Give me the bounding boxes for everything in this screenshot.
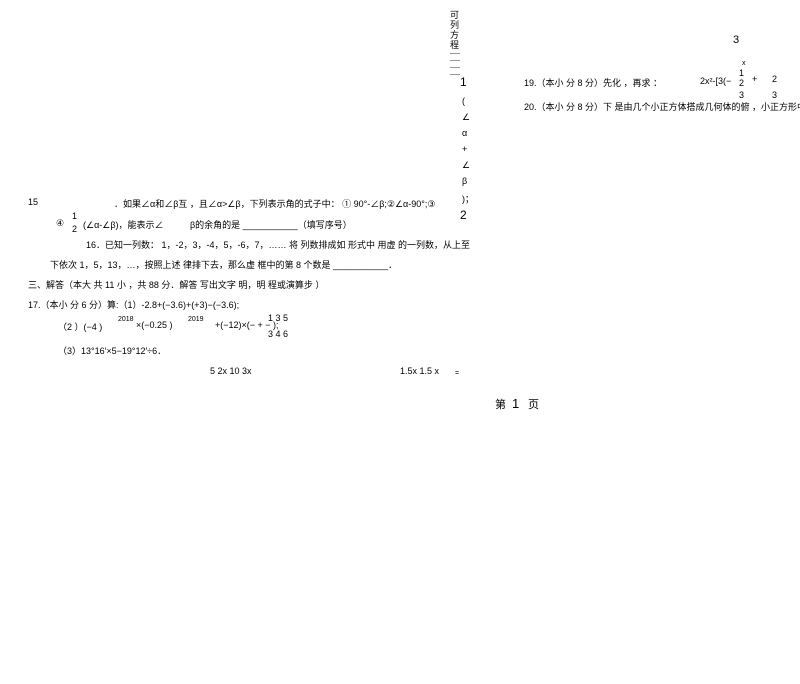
vert-ang: ∠ bbox=[462, 112, 470, 123]
q20-text: 20.（本小 分 8 分）下 是由几个小正方体搭成几何体的俯 ，小正方形中的数字 bbox=[524, 100, 800, 113]
q15-number: 15 bbox=[28, 197, 38, 207]
q19-frac-top: 1 bbox=[739, 68, 744, 78]
q15-after-frac: (∠α-∠β)，能表示∠ bbox=[83, 218, 164, 231]
vert-d1: ___ bbox=[450, 48, 460, 54]
q19-frac-mid: 2 bbox=[739, 78, 744, 88]
vert-plus: + bbox=[462, 144, 467, 154]
q19-expr: 2x²-[3(− bbox=[700, 76, 731, 86]
q16-line1: 16．已知一列数： 1，-2，3，-4，5，-6，7，…… 将 列数排成如 形式… bbox=[86, 238, 470, 251]
q15-beta-text: β的余角的是 ___________（填写序号） bbox=[190, 218, 352, 231]
vert-big2: 2 bbox=[460, 208, 467, 222]
bottom-eq: = bbox=[455, 370, 459, 377]
vert-d3: ___ bbox=[450, 62, 460, 68]
q17-header: 17.（本小 分 6 分）算:（1）-2.8+(−3.6)+(+3)−(−3.6… bbox=[28, 298, 239, 311]
q19-bot1: 3 bbox=[739, 90, 744, 100]
q17-frac-dens: 3 4 6 bbox=[268, 329, 288, 339]
q17-exp1: 2018 bbox=[118, 316, 134, 323]
page-label: 第 bbox=[495, 396, 506, 412]
q17-part3: （3）13°16′×5−19°12′÷6． bbox=[58, 344, 166, 357]
vert-big1: 1 bbox=[460, 75, 467, 89]
q17-part2-left: （2 ）(−4 ) bbox=[58, 320, 102, 333]
page-num: 1 bbox=[512, 396, 519, 411]
q19-text: 19.（本小 分 8 分）先化 ，再求 ： bbox=[524, 76, 662, 89]
q17-mid: ×(−0.25 ) bbox=[136, 320, 173, 330]
q15-circle4: ④ bbox=[56, 218, 64, 229]
q15-main: ．如果∠α和∠β互 ，且∠α>∠β，下列表示角的式子中： ① 90°-∠β;②∠… bbox=[114, 197, 435, 210]
vert-d2: ___ bbox=[450, 55, 460, 61]
q19-right: 2 bbox=[772, 74, 777, 84]
bottom-left: 5 2x 10 3x bbox=[210, 366, 252, 376]
q19-plus: + bbox=[752, 74, 757, 84]
q19-frac-top2: x bbox=[742, 60, 746, 67]
vert-paren-close: )； bbox=[462, 192, 474, 205]
page-suffix: 页 bbox=[528, 396, 539, 412]
right-three-top: 3 bbox=[733, 34, 739, 46]
q17-frac-nums: 1 3 5 bbox=[268, 313, 288, 323]
q15-frac-bot: 2 bbox=[72, 224, 77, 234]
vert-alpha: α bbox=[462, 128, 467, 138]
q17-exp2: 2019 bbox=[188, 316, 204, 323]
bottom-right: 1.5x 1.5 x bbox=[400, 366, 439, 376]
vert-d4: ___ bbox=[450, 69, 460, 75]
vert-beta: β bbox=[462, 176, 467, 186]
section3-header: 三、解答（本大 共 11 小 ，共 88 分．解答 写出文字 明，明 程或演算步… bbox=[28, 278, 324, 291]
vert-ang2: ∠ bbox=[462, 160, 470, 171]
q16-line2: 下依次 1，5，13，…，按照上述 律排下去，那么虚 框中的第 8 个数是 __… bbox=[50, 258, 397, 271]
q15-frac-top: 1 bbox=[72, 211, 77, 221]
q19-bot2: 3 bbox=[772, 90, 777, 100]
vert-paren-open: ( bbox=[462, 96, 465, 106]
